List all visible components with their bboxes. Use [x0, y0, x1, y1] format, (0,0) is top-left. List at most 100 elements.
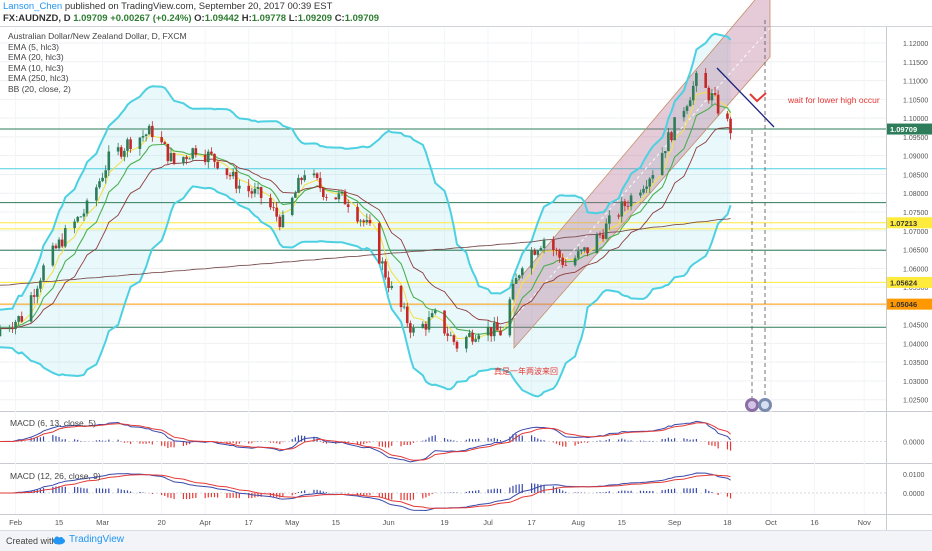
candle-body — [151, 125, 154, 138]
legend-title: Australian Dollar/New Zealand Dollar, D,… — [8, 31, 187, 41]
close-label: C: — [334, 13, 345, 24]
candle-body — [82, 213, 86, 217]
candle-body — [76, 216, 80, 222]
candle-body — [583, 247, 586, 250]
candle-body — [210, 151, 213, 154]
macd-pane-2[interactable]: 0.0100 0.0000 — [0, 472, 925, 512]
macd-label-1[interactable]: MACD (6, 13, close, 5) — [10, 418, 96, 428]
candle-body — [247, 185, 251, 192]
candle-body — [346, 204, 350, 208]
y-tick-label: 1.09000 — [903, 154, 928, 161]
candle-body — [315, 173, 319, 178]
author-link[interactable]: Lanson_Chen — [3, 1, 63, 12]
legend-item[interactable]: BB (20, close, 2) — [8, 83, 71, 94]
candle-body — [147, 125, 151, 135]
candle-body — [667, 132, 670, 152]
check-mark — [749, 92, 767, 103]
bollinger-band-fill — [0, 33, 731, 397]
y-tick-label: 1.11500 — [903, 60, 928, 67]
grid — [0, 28, 886, 514]
time-axis[interactable]: Feb 15 Mar 20 Apr 17 May 15 Jun 19 Jul 17 Aug 15 Sep 18… — [9, 518, 871, 527]
candle-body — [322, 188, 325, 198]
bollinger-fill — [0, 33, 731, 397]
candle-body — [51, 245, 55, 266]
y-tick-label: 1.08500 — [903, 172, 928, 179]
candle-body — [213, 153, 216, 162]
candle-body — [405, 306, 409, 324]
candle-body — [340, 191, 344, 194]
price-label-text: 1.09709 — [890, 125, 917, 134]
y-tick-label: 1.07500 — [903, 210, 928, 217]
candle-body — [387, 277, 390, 289]
candle-body — [433, 310, 437, 314]
candle-body — [365, 219, 369, 223]
x-tick-label: 17 — [245, 518, 253, 527]
candle-body — [452, 335, 456, 342]
candle-body — [85, 200, 89, 214]
price-chart[interactable]: wait for lower high occur 真是一年两波来回 1.120… — [0, 0, 932, 530]
candle-body — [368, 219, 372, 224]
legend-item[interactable]: EMA (20, hlc3) — [8, 52, 64, 62]
candle-body — [228, 175, 232, 177]
tradingview-logo[interactable]: TradingView — [52, 534, 124, 545]
legend-item[interactable]: EMA (10, hlc3) — [8, 62, 64, 73]
candle-body — [639, 192, 642, 196]
y-tick-label: 1.06500 — [903, 248, 928, 255]
candle-body — [402, 306, 406, 308]
candle-body — [626, 205, 630, 207]
candle-body — [206, 151, 210, 163]
candle-body — [412, 328, 415, 333]
open-label: O: — [194, 13, 205, 24]
candle-body — [160, 137, 163, 143]
candle-body — [116, 147, 120, 152]
x-tick-label: Jul — [483, 518, 493, 527]
y-tick-label: 1.07000 — [903, 229, 928, 236]
price-axis[interactable]: 1.12000 1.11500 1.11000 1.10500 1.10000 1.095… — [903, 41, 928, 405]
candle-body — [642, 188, 645, 193]
candle-body — [561, 257, 564, 265]
created-with: Created with — [6, 536, 57, 546]
candle-body — [499, 330, 502, 336]
candle-body — [269, 197, 272, 208]
macd-pane-1[interactable]: 0.0000 — [0, 420, 925, 463]
candle-body — [660, 153, 664, 176]
wait-annotation: wait for lower high occur — [787, 95, 880, 105]
legend-item[interactable]: EMA (5, hlc3) — [8, 41, 60, 52]
idea-avatar-icon[interactable] — [745, 398, 772, 412]
candle-body — [604, 223, 608, 239]
candle-body — [691, 85, 695, 101]
price-label-box — [887, 276, 932, 288]
candle-body — [36, 288, 39, 297]
x-tick-label: Oct — [765, 518, 778, 527]
candle-body — [573, 258, 577, 266]
candle-body — [0, 328, 2, 337]
candle-body — [651, 175, 655, 179]
y-tick-label: 1.03000 — [903, 379, 928, 386]
trend-line[interactable] — [716, 67, 775, 128]
candle-body — [390, 285, 394, 289]
candle-body — [555, 250, 558, 252]
y-tick-label: 1.06000 — [903, 266, 928, 273]
candle-body — [278, 216, 282, 228]
close-value: 1.09709 — [344, 13, 380, 24]
x-tick-label: 17 — [527, 518, 535, 527]
candle-body — [533, 250, 537, 255]
candle-body — [645, 186, 648, 189]
change-value: +0.00267 (+0.24%) — [110, 13, 192, 24]
candle-body — [552, 239, 555, 251]
legend-item[interactable]: EMA (250, hlc3) — [8, 73, 69, 83]
chart-header: Lanson_Chen published on TradingView.com… — [0, 0, 932, 26]
ema-20-line — [0, 127, 731, 330]
low-label: L: — [288, 13, 298, 24]
candle-body — [695, 72, 698, 86]
candle-body — [182, 156, 185, 164]
candle-body — [95, 187, 98, 201]
candle-body — [144, 134, 148, 137]
x-tick-label: 20 — [157, 518, 165, 527]
macd-label-2[interactable]: MACD (12, 26, close, 9) — [10, 471, 101, 481]
price-label-text: 1.05046 — [890, 300, 917, 309]
candle-body — [334, 197, 338, 200]
candle-body — [430, 313, 434, 318]
x-tick-label: Feb — [9, 518, 22, 527]
candle-body — [98, 181, 101, 188]
